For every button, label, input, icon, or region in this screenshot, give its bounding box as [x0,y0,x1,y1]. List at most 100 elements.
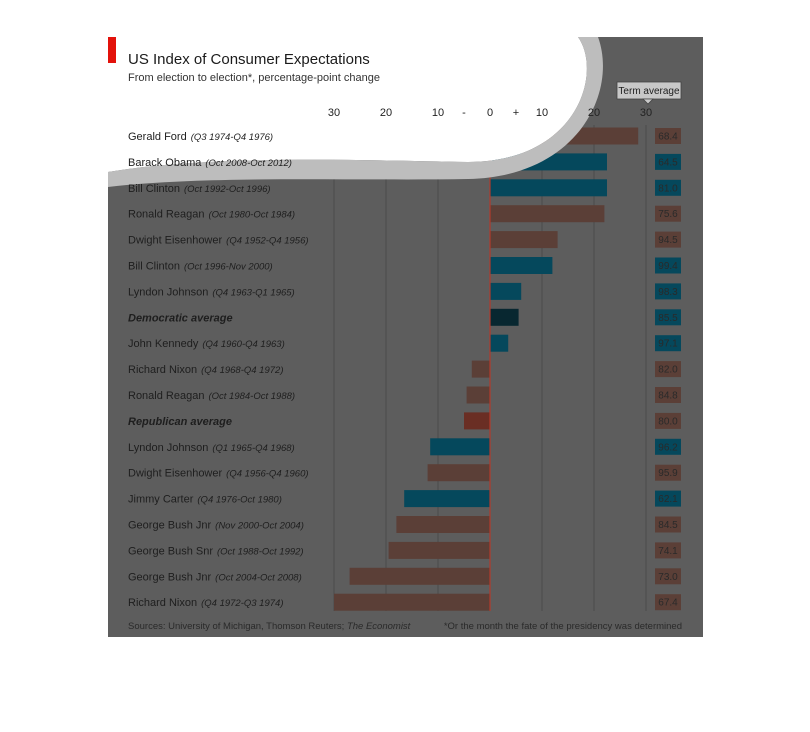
term-average-cell [655,205,681,222]
bar [464,412,490,430]
bar [388,541,490,559]
president-name: Gerald Ford [128,131,187,143]
term-period: (Q3 1974-Q4 1976) [191,132,273,143]
tick-label: 30 [328,107,340,119]
term-average-header: Term average [616,81,682,105]
bar [490,205,605,223]
term-average-value: 97.1 [658,339,678,350]
row-label: Jimmy Carter (Q4 1976-Oct 1980) [128,494,282,506]
source-note: Sources: University of Michigan, Thomson… [128,621,411,632]
row-label: Dwight Eisenhower (Q4 1952-Q4 1956) [128,235,309,247]
president-name: Bill Clinton [128,183,180,195]
tick-label: 20 [588,107,600,119]
accent-tag [108,37,116,63]
term-average-cell [655,153,681,170]
bars [334,127,639,611]
president-name: Ronald Reagan [128,209,204,221]
term-average-value: 68.4 [658,132,678,143]
term-average-cell [655,179,681,196]
president-name: Bill Clinton [128,261,180,273]
term-average-value: 85.5 [658,313,678,324]
bar [471,360,490,378]
term-period: (Q4 1952-Q4 1956) [226,236,308,247]
term-average-cell [655,387,681,403]
term-average-cell [655,464,681,481]
president-name: Ronald Reagan [128,390,204,402]
bar [490,257,553,274]
term-average-cell [655,128,681,144]
term-average-value: 98.3 [658,287,678,298]
term-period: (Oct 1980-Oct 1984) [208,210,295,221]
president-name: Lyndon Johnson [128,286,208,298]
president-name: Dwight Eisenhower [128,468,222,480]
term-average-pointer [642,98,654,105]
chart-svg: 68.4 64.5 81.0 75.6 94.5 99.4 98.3 85.5 97.1 82.0… [108,37,682,632]
term-average-value: 84.8 [658,391,678,402]
president-name: John Kennedy [128,338,199,350]
term-average-value: 99.4 [658,261,678,272]
term-average-cell [655,283,681,300]
term-average-label: Term average [618,86,680,97]
header-overlay [108,37,587,172]
row-label: Lyndon Johnson (Q1 1965-Q4 1968) [128,442,295,454]
term-period: (Q4 1963-Q1 1965) [212,287,294,298]
term-average-cell [655,438,681,455]
tick-label: 30 [640,107,652,119]
term-average-value: 96.2 [658,442,678,453]
president-name: Lyndon Johnson [128,442,208,454]
term-period: (Oct 1988-Oct 1992) [217,546,304,557]
term-average-cell [655,335,681,352]
header-overlay-edge [108,37,603,187]
row-label: Dwight Eisenhower (Q4 1956-Q4 1960) [128,468,309,480]
term-average-value: 80.0 [658,416,678,427]
bar [490,179,607,197]
term-period: (Oct 1992-Oct 1996) [184,184,271,195]
footnote: *Or the month the fate of the presidency… [444,621,682,632]
term-average-cell [655,516,681,533]
chart-title: US Index of Consumer Expectations [128,51,370,68]
term-period: (Q4 1968-Q4 1972) [201,365,283,376]
president-name: Richard Nixon [128,364,197,376]
term-average-cell [655,257,681,274]
president-name: George Bush Snr [128,545,213,557]
row-label: Richard Nixon (Q4 1968-Q4 1972) [128,364,283,376]
term-average-value: 75.6 [658,209,678,220]
term-period: (Oct 1984-Oct 1988) [208,391,295,402]
bar [430,438,490,456]
term-average-cell [655,412,681,429]
term-average-value: 94.5 [658,235,678,246]
president-name: Dwight Eisenhower [128,235,222,247]
term-period: (Oct 1996-Nov 2000) [184,262,273,273]
term-average-cell [655,309,681,326]
source-prefix: Sources: University of Michigan, Thomson… [128,621,347,632]
bar [490,334,509,352]
bar [490,231,558,249]
row-labels: Gerald Ford (Q3 1974-Q4 1976) Barack Obama… [128,131,309,609]
term-period: (Q1 1965-Q4 1968) [212,443,294,454]
term-average-value: 62.1 [658,494,678,505]
term-average-value: 67.4 [658,598,678,609]
row-label: George Bush Jnr (Nov 2000-Oct 2004) [128,520,304,532]
term-average-cell [655,594,681,611]
row-label: Lyndon Johnson (Q4 1963-Q1 1965) [128,286,295,298]
term-period: (Q4 1956-Q4 1960) [226,469,308,480]
row-label: George Bush Jnr (Oct 2004-Oct 2008) [128,571,302,583]
bar [466,386,490,404]
row-label: Bill Clinton (Oct 1992-Oct 1996) [128,183,271,195]
row-label: Richard Nixon (Q4 1972-Q3 1974) [128,597,283,609]
term-average-column: 68.4 64.5 81.0 75.6 94.5 99.4 98.3 85.5 97.1 82.0… [655,128,681,611]
term-average-cell [655,231,681,248]
axis-ticks: 30 20 10 - 0 +10 20 30 [328,107,652,119]
president-name: Richard Nixon [128,597,197,609]
tick-label: 20 [380,107,392,119]
chart-panel: 68.4 64.5 81.0 75.6 94.5 99.4 98.3 85.5 97.1 82.0… [108,37,703,637]
term-average-value: 81.0 [658,183,678,194]
bar [404,490,490,508]
term-period: (Q4 1976-Oct 1980) [197,495,282,506]
term-average-value: 82.0 [658,365,678,376]
bar [334,593,490,611]
bar [490,308,519,326]
term-period: (Oct 2008-Oct 2012) [205,158,292,169]
row-label: John Kennedy (Q4 1960-Q4 1963) [128,338,285,350]
president-name: Republican average [128,416,232,428]
